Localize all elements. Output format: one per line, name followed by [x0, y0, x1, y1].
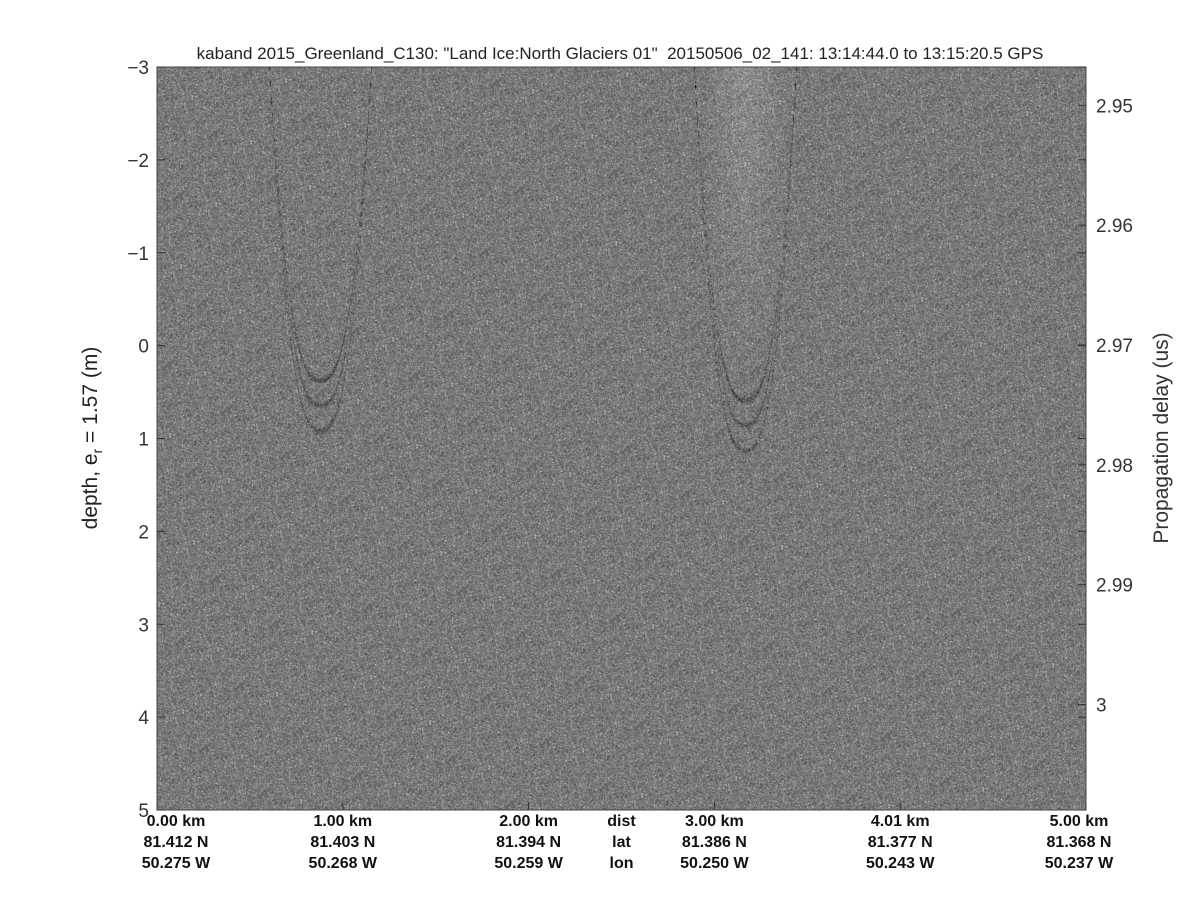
x-tick-label-group-line: 50.275 W	[141, 855, 211, 872]
y-left-tick-label: −1	[127, 244, 149, 265]
x-tick-label-group-line: 81.377 N	[867, 834, 933, 851]
y-axis-right-label: Propagation delay (us)	[1150, 332, 1173, 544]
y-right-tick-label: 2.97	[1096, 336, 1133, 357]
x-row-labels-line: lat	[612, 834, 631, 851]
x-tick-label-group-line: 81.368 N	[1046, 834, 1112, 851]
x-tick-label-group-line: 50.250 W	[680, 855, 749, 872]
y-right-tick-label: 2.96	[1096, 216, 1133, 237]
x-tick-label-group: 3.00 km 81.386 N 50.250 W	[654, 811, 774, 874]
y-right-tick-label: 2.98	[1096, 456, 1133, 477]
x-tick-label-group-line: 81.394 N	[496, 834, 562, 851]
x-row-labels-line: lon	[609, 855, 634, 872]
x-tick-label-group-line: 50.268 W	[308, 855, 378, 872]
y-left-tick-label: −2	[127, 151, 149, 172]
y-left-tick-label: 2	[138, 522, 149, 543]
x-tick-label-group-line: 50.237 W	[1044, 855, 1114, 872]
y-left-tick-label: 3	[138, 615, 149, 636]
x-row-labels: dist lat lon	[562, 811, 682, 874]
x-tick-label-group-line: 81.386 N	[681, 834, 747, 851]
x-tick-label-group: 0.00 km 81.412 N 50.275 W	[116, 811, 236, 874]
y-left-tick-label: −3	[127, 58, 149, 79]
x-tick-label-group-line: 50.259 W	[494, 855, 563, 872]
x-tick-label-group-line: 81.403 N	[310, 834, 376, 851]
y-left-tick-label: 4	[138, 708, 149, 729]
x-tick-label-group-line: 4.01 km	[870, 813, 930, 830]
x-tick-label-group: 4.01 km 81.377 N 50.243 W	[840, 811, 960, 874]
x-tick-label-group-line: 0.00 km	[146, 813, 206, 830]
x-tick-label-group-line: 50.243 W	[865, 855, 935, 872]
y-left-tick-label: 0	[138, 337, 149, 358]
echogram-image	[157, 67, 1086, 810]
x-tick-label-group: 1.00 km 81.403 N 50.268 W	[283, 811, 403, 874]
y-right-tick-label: 2.99	[1096, 576, 1133, 597]
y-right-tick-label: 3	[1096, 696, 1107, 717]
x-tick-label-group: 2.00 km 81.394 N 50.259 W	[469, 811, 589, 874]
y-label-text-rest: = 1.57 (m)	[78, 346, 102, 449]
y-left-tick-label: 1	[138, 430, 149, 451]
x-tick-label-group: 5.00 km 81.368 N 50.237 W	[1019, 811, 1139, 874]
x-tick-label-group-line: 5.00 km	[1049, 813, 1109, 830]
echogram-plot-area	[157, 67, 1086, 810]
y-right-tick-label: 2.95	[1096, 96, 1133, 117]
y-axis-left-label: depth, er = 1.57 (m)	[79, 347, 105, 530]
x-row-labels-line: dist	[607, 813, 636, 830]
x-tick-label-group-line: 1.00 km	[313, 813, 373, 830]
x-tick-label-group-line: 2.00 km	[499, 813, 558, 830]
y-left-tick-label: 5	[138, 801, 149, 822]
x-tick-label-group-line: 81.412 N	[143, 834, 209, 851]
y-label-text: depth, e	[78, 453, 102, 530]
plot-frame	[156, 66, 1087, 811]
x-tick-label-group-line: 3.00 km	[685, 813, 744, 830]
chart-title: kaband 2015_Greenland_C130: "Land Ice:No…	[196, 44, 1044, 63]
y-label-subscript: r	[89, 448, 106, 454]
